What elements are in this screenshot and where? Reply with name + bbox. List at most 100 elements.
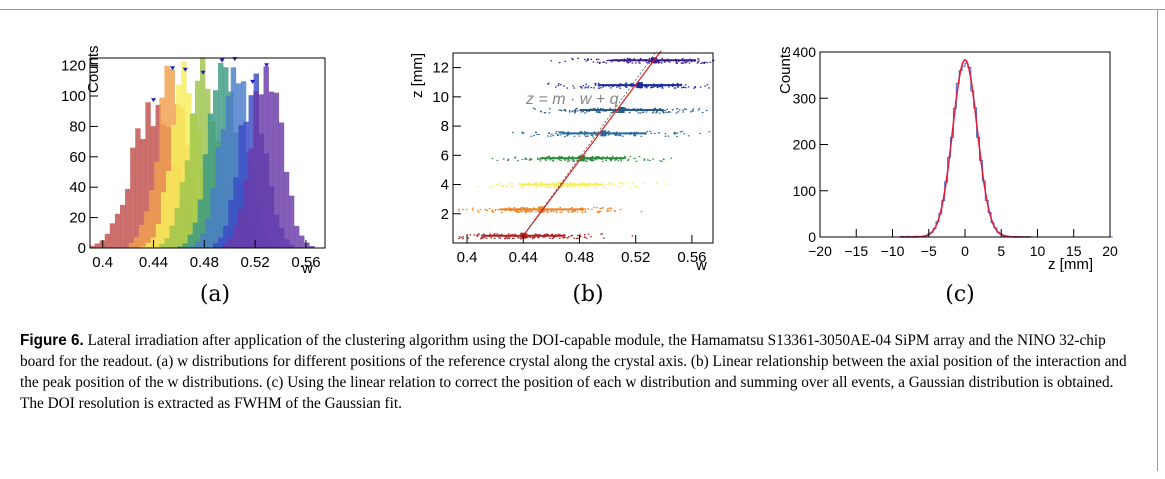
scatter-point bbox=[614, 159, 616, 161]
scatter-point bbox=[535, 211, 537, 213]
scatter-point bbox=[506, 186, 508, 188]
scatter-point bbox=[547, 234, 549, 236]
scatter-point bbox=[557, 84, 560, 87]
scatter-point bbox=[534, 233, 537, 235]
scatter-point bbox=[535, 233, 538, 236]
scatter-point bbox=[615, 158, 617, 161]
peak-marker bbox=[264, 63, 270, 68]
peak-marker bbox=[151, 98, 157, 103]
scatter-point bbox=[571, 211, 574, 213]
scatter-point bbox=[689, 58, 692, 60]
scatter-point bbox=[520, 186, 522, 188]
histogram-bar bbox=[248, 148, 254, 248]
scatter-point bbox=[588, 110, 590, 112]
scatter-point bbox=[584, 208, 587, 210]
scatter-point bbox=[591, 155, 594, 158]
scatter-point bbox=[467, 237, 470, 239]
histogram-bar bbox=[159, 97, 165, 249]
scatter-point bbox=[603, 237, 605, 239]
scatter-point bbox=[559, 84, 562, 86]
scatter-point bbox=[521, 158, 524, 161]
scatter-point bbox=[584, 135, 587, 138]
scatter-point bbox=[601, 207, 604, 209]
scatter-point bbox=[471, 207, 474, 209]
scatter-point bbox=[507, 159, 510, 161]
scatter-point bbox=[605, 159, 607, 162]
scatter-point bbox=[569, 182, 571, 184]
scatter-point bbox=[558, 131, 560, 133]
x-tick-label: 0.4 bbox=[92, 254, 113, 271]
scatter-point bbox=[597, 156, 599, 158]
scatter-point bbox=[648, 62, 651, 64]
histogram-bar bbox=[200, 57, 206, 248]
scatter-point bbox=[533, 207, 535, 209]
scatter-point bbox=[682, 62, 685, 64]
histogram-bar bbox=[288, 195, 295, 248]
scatter-point bbox=[558, 156, 560, 158]
scatter-point bbox=[608, 182, 611, 184]
scatter-point bbox=[573, 182, 576, 184]
x-tick-label: 0.44 bbox=[139, 254, 168, 271]
scatter-point bbox=[592, 61, 595, 63]
chart-c-frame bbox=[819, 51, 1111, 238]
scatter-point bbox=[619, 87, 622, 89]
histogram-bar bbox=[171, 124, 177, 248]
scatter-point bbox=[593, 206, 596, 209]
scatter-point bbox=[532, 236, 534, 239]
histogram-bar bbox=[238, 125, 244, 248]
scatter-point bbox=[476, 185, 479, 187]
scatter-point bbox=[544, 186, 547, 188]
scatter-point bbox=[625, 182, 628, 184]
histogram-bar bbox=[144, 211, 150, 248]
scatter-point bbox=[564, 110, 567, 112]
histogram-bar bbox=[182, 243, 188, 248]
scatter-point bbox=[488, 186, 491, 189]
scatter-point bbox=[635, 110, 638, 112]
scatter-point bbox=[666, 108, 668, 110]
scatter-point bbox=[493, 233, 496, 235]
scatter-point bbox=[596, 110, 598, 112]
scatter-point bbox=[568, 160, 571, 162]
scatter-point bbox=[613, 111, 615, 113]
histogram-bar bbox=[263, 66, 269, 248]
scatter-point bbox=[496, 233, 499, 235]
scatter-point bbox=[571, 207, 574, 209]
subfigure-label-c: (c) bbox=[945, 282, 975, 307]
scatter-point bbox=[462, 208, 464, 211]
scatter-point bbox=[596, 61, 599, 63]
scatter-point bbox=[551, 182, 554, 184]
histogram-bar bbox=[135, 128, 141, 248]
scatter-point bbox=[514, 210, 516, 212]
scatter-point bbox=[624, 157, 626, 159]
scatter-point bbox=[547, 135, 549, 137]
scatter-point bbox=[552, 211, 555, 213]
scatter-point bbox=[584, 112, 586, 114]
x-tick-label: 0.52 bbox=[621, 249, 650, 266]
scatter-point bbox=[652, 111, 655, 113]
scatter-point bbox=[577, 57, 579, 59]
scatter-point bbox=[635, 131, 638, 133]
histogram-bar bbox=[212, 243, 219, 248]
scatter-point bbox=[640, 108, 642, 110]
histogram-bar bbox=[114, 213, 121, 248]
scatter-point bbox=[589, 159, 592, 161]
scatter-point bbox=[557, 133, 559, 136]
scatter-point bbox=[617, 60, 620, 62]
scatter-point bbox=[543, 112, 546, 114]
scatter-point bbox=[539, 158, 541, 160]
scatter-point bbox=[688, 62, 691, 64]
histogram-bar bbox=[169, 225, 175, 248]
histogram-bar bbox=[258, 94, 264, 248]
scatter-point bbox=[670, 157, 673, 159]
scatter-point bbox=[572, 58, 574, 61]
scatter-point bbox=[536, 184, 539, 187]
scatter-point bbox=[582, 85, 584, 87]
scatter-point bbox=[620, 182, 623, 184]
scatter-point bbox=[612, 85, 614, 87]
histogram-bar bbox=[130, 147, 136, 248]
scatter-point bbox=[610, 112, 613, 114]
scatter-point bbox=[577, 237, 579, 239]
scatter-point bbox=[631, 235, 634, 237]
histogram-bar bbox=[181, 61, 187, 248]
scatter-point bbox=[669, 111, 671, 113]
